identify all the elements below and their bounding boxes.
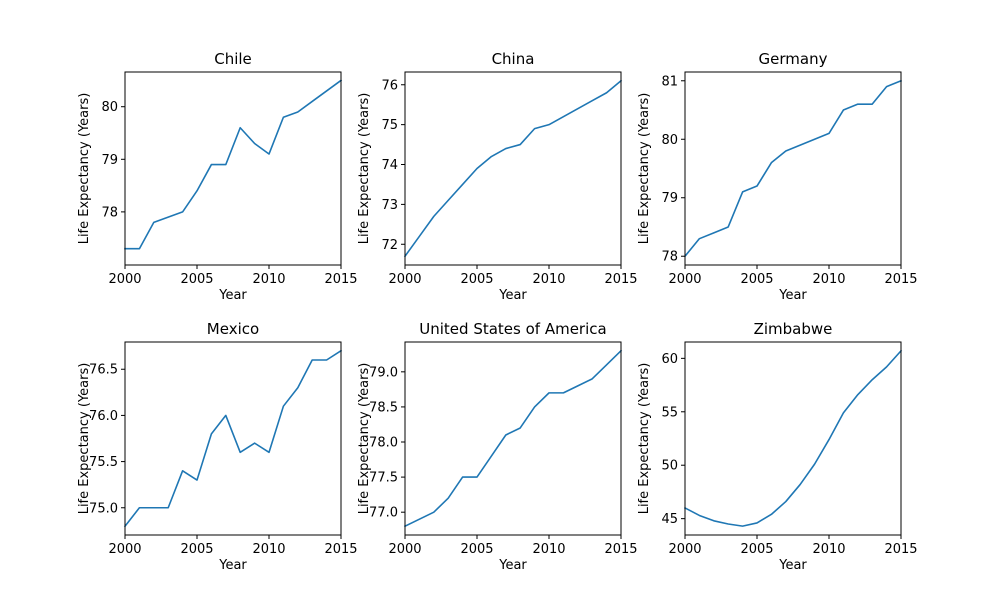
x-tick-label: 2000	[388, 272, 421, 287]
y-tick-label: 55	[661, 405, 678, 420]
y-tick-label: 79	[101, 153, 118, 168]
subplot-2: 2000 2005 2010 2015 78 79 80 81 Germany Year Life …	[637, 50, 918, 303]
x-tick-label: 2005	[460, 542, 493, 557]
y-axis-label: Life Expectancy (Years)	[637, 363, 652, 515]
x-tick-label: 2005	[180, 272, 213, 287]
y-tick-label: 75.5	[89, 455, 118, 470]
y-tick-label: 81	[661, 74, 678, 89]
y-tick-label: 75	[381, 118, 398, 133]
x-tick-label: 2005	[460, 272, 493, 287]
subplot-title: Chile	[214, 50, 252, 68]
plot-frame	[404, 341, 622, 536]
y-axis-label: Life Expectancy (Years)	[357, 363, 372, 515]
x-tick-label: 2000	[668, 272, 701, 287]
y-tick-label: 76	[381, 78, 398, 93]
x-tick-label: 2000	[108, 272, 141, 287]
y-tick-label: 77.5	[369, 471, 398, 486]
x-tick-label: 2010	[812, 272, 845, 287]
y-tick-label: 73	[381, 198, 398, 213]
plot-frame	[404, 71, 622, 266]
x-tick-label: 2015	[604, 272, 637, 287]
subplot-title: Germany	[759, 50, 828, 68]
y-tick-label: 50	[661, 459, 678, 474]
y-tick-label: 79.0	[369, 365, 398, 380]
series-line	[683, 349, 903, 527]
series-line	[124, 79, 343, 250]
plot-frame	[684, 71, 902, 266]
x-tick-label: 2005	[180, 542, 213, 557]
x-axis-label: Year	[498, 288, 527, 303]
x-tick-label: 2015	[604, 542, 637, 557]
y-tick-label: 45	[661, 512, 678, 527]
x-tick-label: 2015	[884, 542, 917, 557]
subplot-title: China	[492, 50, 535, 68]
y-tick-label: 72	[381, 238, 398, 253]
y-tick-label: 78.5	[369, 400, 398, 415]
subplot-3: 2000 2005 2010 2015 75.0 75.5 76.0 76.5 Mexico Ye…	[77, 320, 358, 573]
x-axis-label: Year	[218, 288, 247, 303]
plot-frame	[124, 341, 342, 536]
subplot-4: 2000 2005 2010 2015 77.0 77.5 78.0 78.5 79.0 Unit…	[357, 320, 638, 573]
x-tick-label: 2015	[324, 272, 357, 287]
x-tick-label: 2010	[532, 272, 565, 287]
plot-frame	[684, 341, 902, 536]
plot-frame	[124, 71, 342, 266]
subplot-0: 2000 2005 2010 2015 78 79 80 Chile Year Life Expe…	[77, 50, 358, 303]
x-axis-label: Year	[498, 558, 527, 573]
y-tick-label: 76.0	[89, 409, 118, 424]
series-line	[403, 349, 623, 528]
y-axis-label: Life Expectancy (Years)	[77, 93, 92, 245]
y-tick-label: 79	[661, 191, 678, 206]
y-tick-label: 78	[101, 205, 118, 220]
y-tick-label: 78.0	[369, 436, 398, 451]
y-tick-label: 74	[381, 158, 398, 173]
x-axis-label: Year	[218, 558, 247, 573]
x-axis-label: Year	[778, 288, 807, 303]
y-axis-label: Life Expectancy (Years)	[77, 363, 92, 515]
subplot-title: Zimbabwe	[754, 320, 833, 338]
x-tick-label: 2010	[812, 542, 845, 557]
x-tick-label: 2015	[324, 542, 357, 557]
subplot-title: Mexico	[207, 320, 259, 338]
x-tick-label: 2000	[108, 542, 141, 557]
x-tick-label: 2000	[668, 542, 701, 557]
y-tick-label: 77.0	[369, 506, 398, 521]
x-tick-label: 2010	[252, 272, 285, 287]
x-tick-label: 2010	[252, 542, 285, 557]
x-tick-label: 2015	[884, 272, 917, 287]
subplot-title: United States of America	[419, 320, 606, 338]
y-axis-label: Life Expectancy (Years)	[637, 93, 652, 245]
y-tick-label: 60	[661, 352, 678, 367]
y-tick-label: 80	[101, 100, 118, 115]
series-line	[683, 79, 903, 258]
y-tick-label: 75.0	[89, 501, 118, 516]
subplot-1: 2000 2005 2010 2015 72 73 74 75 76 China Year Life …	[357, 50, 638, 303]
x-axis-label: Year	[778, 558, 807, 573]
series-line	[403, 79, 623, 258]
y-tick-label: 78	[661, 250, 678, 265]
x-tick-label: 2005	[740, 542, 773, 557]
x-tick-label: 2005	[740, 272, 773, 287]
y-axis-label: Life Expectancy (Years)	[357, 93, 372, 245]
y-tick-label: 80	[661, 133, 678, 148]
x-tick-label: 2000	[388, 542, 421, 557]
y-tick-label: 76.5	[89, 363, 118, 378]
series-line	[123, 349, 343, 528]
x-tick-label: 2010	[532, 542, 565, 557]
subplot-5: 2000 2005 2010 2015 45 50 55 60 Zimbabwe Year Life…	[637, 320, 918, 573]
